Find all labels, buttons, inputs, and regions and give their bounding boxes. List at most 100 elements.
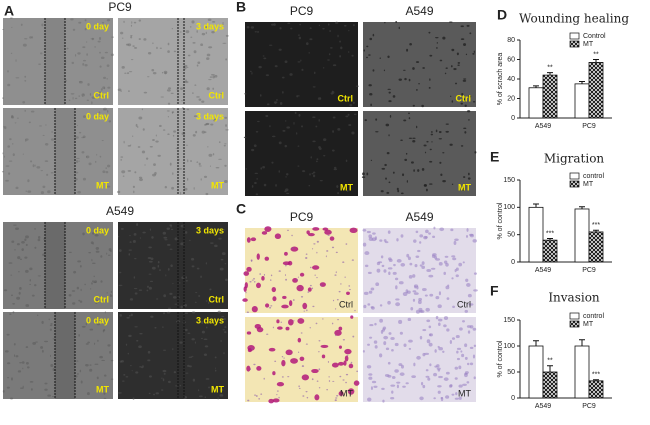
texture <box>396 187 399 191</box>
texture <box>410 161 414 164</box>
texture <box>173 50 177 53</box>
texture <box>463 78 467 80</box>
texture <box>72 96 74 100</box>
texture <box>246 331 252 335</box>
texture <box>316 380 319 382</box>
legend-label: MT <box>583 181 594 188</box>
image-time: 0 day <box>86 21 109 31</box>
texture <box>132 45 135 47</box>
texture <box>44 160 49 163</box>
texture <box>383 269 387 273</box>
error-bar <box>533 340 539 346</box>
texture <box>133 233 137 236</box>
texture <box>398 78 402 81</box>
texture <box>25 361 29 365</box>
texture <box>161 71 164 74</box>
texture <box>289 73 293 76</box>
texture <box>437 390 441 394</box>
texture <box>107 254 111 256</box>
texture <box>185 79 187 83</box>
texture <box>383 239 387 242</box>
texture <box>170 92 174 95</box>
texture <box>297 337 302 343</box>
texture <box>24 38 28 40</box>
texture <box>121 380 125 382</box>
texture <box>198 395 203 398</box>
texture <box>263 183 267 187</box>
texture <box>282 90 284 94</box>
texture <box>102 86 106 89</box>
texture <box>381 167 386 170</box>
texture <box>22 43 27 47</box>
texture <box>159 47 162 49</box>
significance: *** <box>592 372 600 379</box>
texture <box>408 274 413 279</box>
texture <box>224 263 227 265</box>
texture <box>89 368 93 372</box>
texture <box>367 397 372 402</box>
y-tick-label: 100 <box>503 343 515 350</box>
texture <box>439 59 443 62</box>
texture <box>288 300 293 307</box>
texture <box>111 294 113 297</box>
legend-label: control <box>583 313 604 320</box>
texture <box>4 126 7 130</box>
texture <box>388 134 390 137</box>
texture <box>204 396 206 399</box>
texture <box>254 394 257 396</box>
texture <box>440 173 443 176</box>
texture <box>421 287 427 292</box>
error-bar <box>593 59 599 63</box>
texture <box>418 83 420 85</box>
texture <box>454 397 459 400</box>
x-tick-label: A549 <box>535 123 551 130</box>
texture <box>430 133 434 136</box>
texture <box>286 192 290 195</box>
texture <box>469 233 474 237</box>
image-condition: Ctrl <box>456 93 472 103</box>
texture <box>298 387 301 389</box>
texture <box>209 165 211 167</box>
texture <box>435 315 439 320</box>
texture <box>417 249 421 253</box>
texture <box>125 43 129 46</box>
texture <box>298 385 300 388</box>
texture <box>374 345 378 349</box>
y-tick-label: 150 <box>503 177 515 184</box>
texture <box>305 257 308 259</box>
texture <box>332 130 335 133</box>
texture <box>331 149 335 152</box>
texture <box>467 293 472 298</box>
texture <box>419 234 424 238</box>
texture <box>456 357 461 361</box>
texture <box>138 289 143 291</box>
texture <box>103 397 107 399</box>
texture <box>371 306 375 310</box>
texture <box>261 231 268 235</box>
texture <box>443 271 446 275</box>
texture <box>329 47 333 49</box>
texture <box>214 356 217 359</box>
texture <box>203 338 208 341</box>
texture <box>370 103 372 107</box>
texture <box>388 257 392 261</box>
texture <box>14 122 17 124</box>
texture <box>397 189 400 193</box>
texture <box>286 126 290 129</box>
texture <box>106 185 111 188</box>
texture <box>180 31 182 33</box>
texture <box>415 230 419 234</box>
texture <box>110 378 114 380</box>
texture <box>306 230 310 235</box>
texture <box>107 86 111 89</box>
texture <box>119 313 122 317</box>
texture <box>333 168 338 171</box>
texture <box>38 63 42 65</box>
texture <box>334 274 337 276</box>
texture <box>301 125 304 128</box>
texture <box>32 341 37 345</box>
image-time: 3 days <box>196 315 224 325</box>
texture <box>219 394 224 397</box>
texture <box>413 284 419 288</box>
texture <box>264 256 270 261</box>
